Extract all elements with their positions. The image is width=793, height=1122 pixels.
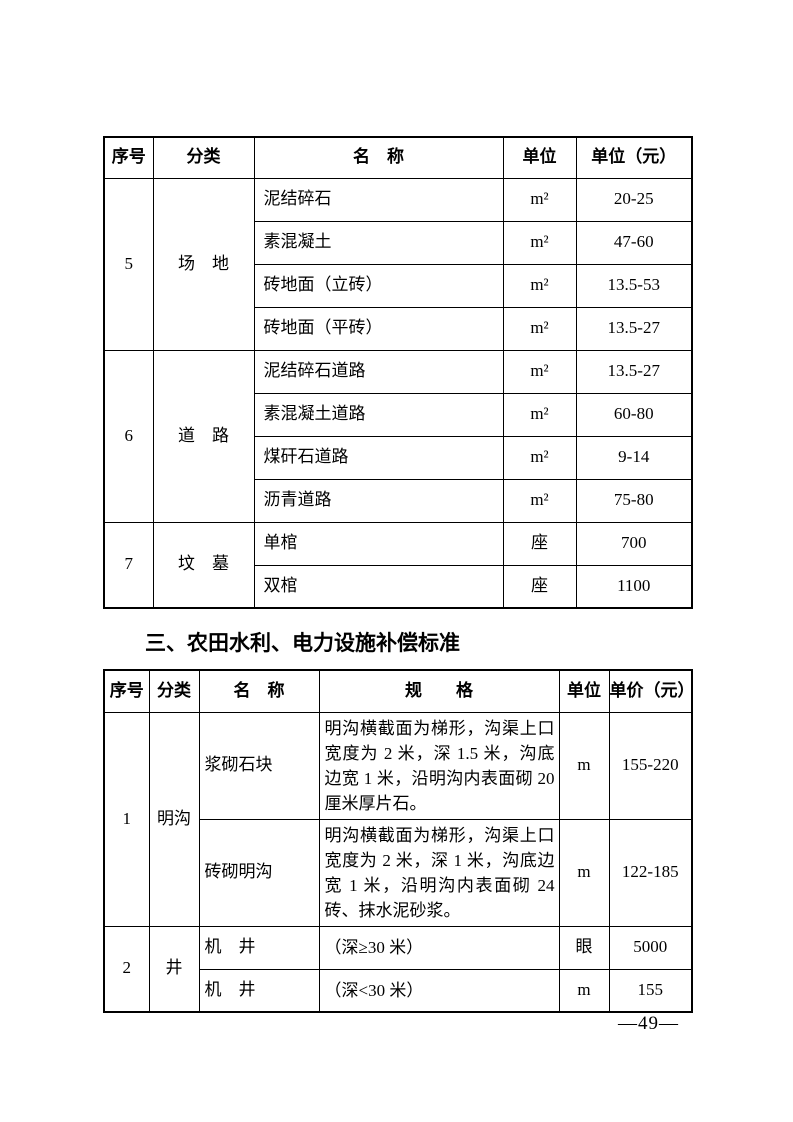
table-row: 7 坟 墓 单棺 座 700 bbox=[103, 521, 693, 609]
cell-spec: （深≥30 米） bbox=[318, 925, 560, 970]
column-header-unit: 单位 bbox=[502, 136, 577, 179]
column-header-category: 分类 bbox=[152, 136, 255, 179]
table-row: 砖地面（平砖） m² 13.5-27 bbox=[104, 306, 693, 351]
table-row: 2 井 机 井 （深≥30 米） 眼 5000 bbox=[103, 925, 693, 1013]
column-header-serial: 序号 bbox=[103, 136, 154, 179]
cell-name: 机 井 bbox=[198, 925, 320, 970]
table-row: 砖地面（立砖） m² 13.5-53 bbox=[104, 263, 693, 308]
cell-category: 井 bbox=[148, 925, 200, 1013]
cell-serial: 6 bbox=[103, 349, 154, 523]
cell-unit: m² bbox=[502, 435, 577, 480]
cell-price: 1100 bbox=[575, 564, 693, 609]
cell-price: 122-185 bbox=[608, 818, 693, 927]
cell-unit: m bbox=[558, 818, 610, 927]
cell-price: 47-60 bbox=[575, 220, 693, 265]
cell-name: 煤矸石道路 bbox=[253, 435, 504, 480]
cell-name: 机 井 bbox=[198, 968, 320, 1013]
cell-price: 155-220 bbox=[608, 711, 693, 820]
cell-unit: 座 bbox=[502, 564, 577, 609]
cell-price: 5000 bbox=[608, 925, 693, 970]
cell-spec: 明沟横截面为梯形，沟渠上口宽度为 2 米，深 1 米，沟底边宽 1 米，沿明沟内… bbox=[318, 818, 560, 927]
page-number: —49— bbox=[618, 1013, 679, 1034]
table-row: 素混凝土 m² 47-60 bbox=[104, 220, 693, 265]
cell-price: 700 bbox=[575, 521, 693, 566]
cell-price: 13.5-27 bbox=[575, 306, 693, 351]
table-row: 机 井 （深<30 米） m 155 bbox=[104, 968, 693, 1013]
cell-name: 单棺 bbox=[253, 521, 504, 566]
cell-unit: 眼 bbox=[558, 925, 610, 970]
table2-header-row: 序号 分类 名 称 规 格 单位 单价（元） bbox=[103, 669, 693, 713]
table-row: 砖砌明沟 明沟横截面为梯形，沟渠上口宽度为 2 米，深 1 米，沟底边宽 1 米… bbox=[104, 818, 693, 927]
cell-price: 75-80 bbox=[575, 478, 693, 523]
cell-price: 9-14 bbox=[575, 435, 693, 480]
cell-name: 素混凝土 bbox=[253, 220, 504, 265]
structures-compensation-table: 序号 分类 名 称 单位 单位（元） 5 场 地 泥结碎石 m² 20-25 素… bbox=[103, 136, 693, 609]
column-header-unit-price: 单位（元） bbox=[575, 136, 693, 179]
cell-price: 155 bbox=[608, 968, 693, 1013]
cell-name: 沥青道路 bbox=[253, 478, 504, 523]
cell-name: 砖地面（平砖） bbox=[253, 306, 504, 351]
cell-spec: （深<30 米） bbox=[318, 968, 560, 1013]
column-header-name: 名 称 bbox=[253, 136, 504, 179]
table1-header-row: 序号 分类 名 称 单位 单位（元） bbox=[103, 136, 693, 179]
table-row: 素混凝土道路 m² 60-80 bbox=[104, 392, 693, 437]
cell-price: 13.5-27 bbox=[575, 349, 693, 394]
cell-spec: 明沟横截面为梯形，沟渠上口宽度为 2 米，深 1.5 米，沟底边宽 1 米，沿明… bbox=[318, 711, 560, 820]
cell-unit: m² bbox=[502, 306, 577, 351]
column-header-spec: 规 格 bbox=[318, 669, 560, 713]
table-row: 煤矸石道路 m² 9-14 bbox=[104, 435, 693, 480]
cell-name: 泥结碎石道路 bbox=[253, 349, 504, 394]
cell-serial: 5 bbox=[103, 177, 154, 351]
cell-unit: 座 bbox=[502, 521, 577, 566]
cell-unit: m² bbox=[502, 478, 577, 523]
irrigation-electric-compensation-table: 序号 分类 名 称 规 格 单位 单价（元） 1 明沟 浆砌石块 明沟横截面为梯… bbox=[103, 669, 693, 1014]
cell-name: 砖砌明沟 bbox=[198, 818, 320, 927]
cell-unit: m² bbox=[502, 177, 577, 222]
cell-name: 泥结碎石 bbox=[253, 177, 504, 222]
cell-name: 素混凝土道路 bbox=[253, 392, 504, 437]
column-header-price: 单价（元） bbox=[608, 669, 693, 713]
column-header-unit: 单位 bbox=[558, 669, 610, 713]
cell-unit: m² bbox=[502, 263, 577, 308]
cell-name: 双棺 bbox=[253, 564, 504, 609]
column-header-category: 分类 bbox=[148, 669, 200, 713]
table-row: 5 场 地 泥结碎石 m² 20-25 bbox=[103, 177, 693, 351]
cell-category: 道 路 bbox=[152, 349, 255, 523]
cell-unit: m bbox=[558, 968, 610, 1013]
cell-serial: 7 bbox=[103, 521, 154, 609]
page-content: 序号 分类 名 称 单位 单位（元） 5 场 地 泥结碎石 m² 20-25 素… bbox=[103, 136, 695, 1014]
cell-category: 场 地 bbox=[152, 177, 255, 351]
table-row: 双棺 座 1100 bbox=[104, 564, 693, 609]
cell-unit: m² bbox=[502, 392, 577, 437]
cell-price: 60-80 bbox=[575, 392, 693, 437]
cell-unit: m² bbox=[502, 220, 577, 265]
cell-unit: m bbox=[558, 711, 610, 820]
cell-price: 20-25 bbox=[575, 177, 693, 222]
table-row: 沥青道路 m² 75-80 bbox=[104, 478, 693, 523]
cell-name: 砖地面（立砖） bbox=[253, 263, 504, 308]
cell-category: 明沟 bbox=[148, 711, 200, 927]
table-row: 1 明沟 浆砌石块 明沟横截面为梯形，沟渠上口宽度为 2 米，深 1.5 米，沟… bbox=[103, 711, 693, 927]
cell-price: 13.5-53 bbox=[575, 263, 693, 308]
cell-unit: m² bbox=[502, 349, 577, 394]
column-header-name: 名 称 bbox=[198, 669, 320, 713]
column-header-serial: 序号 bbox=[103, 669, 150, 713]
cell-category: 坟 墓 bbox=[152, 521, 255, 609]
cell-name: 浆砌石块 bbox=[198, 711, 320, 820]
table-row: 6 道 路 泥结碎石道路 m² 13.5-27 bbox=[103, 349, 693, 523]
cell-serial: 2 bbox=[103, 925, 150, 1013]
section-heading: 三、农田水利、电力设施补偿标准 bbox=[145, 632, 460, 655]
cell-serial: 1 bbox=[103, 711, 150, 927]
